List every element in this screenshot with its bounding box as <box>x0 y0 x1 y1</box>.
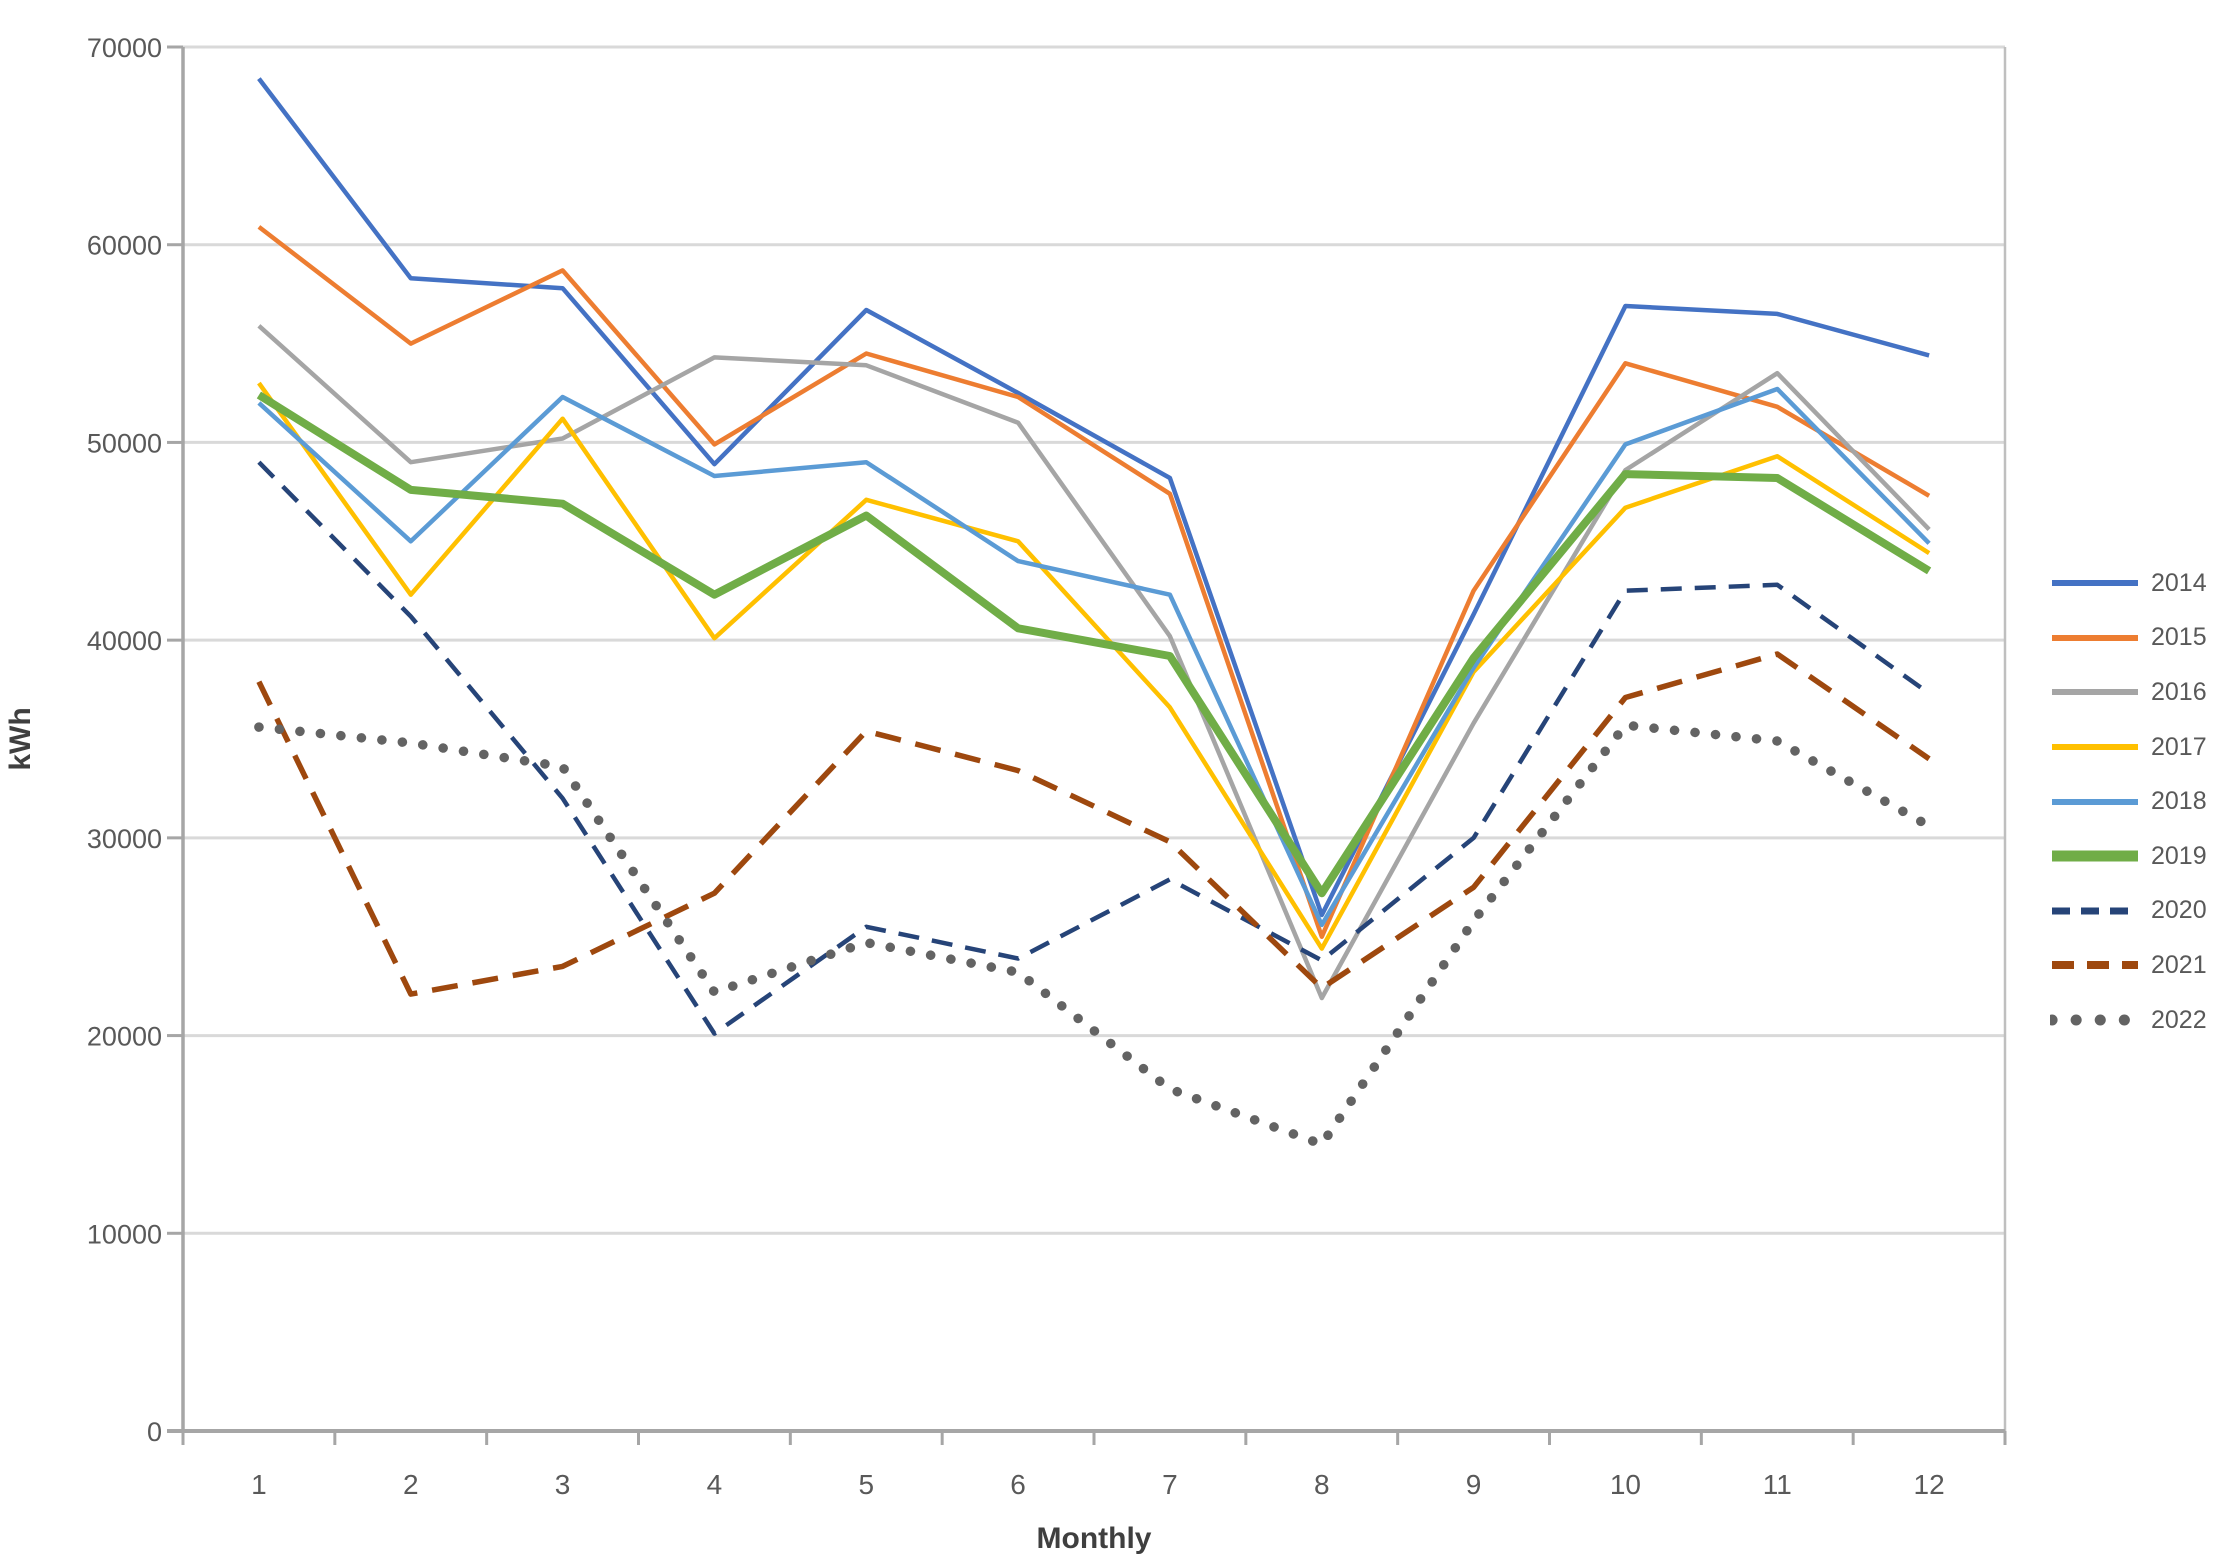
legend-label: 2020 <box>2151 896 2207 925</box>
x-axis-title: Monthly <box>1037 1522 1152 1555</box>
y-tick-label-70000: 70000 <box>87 33 162 63</box>
y-tick-label-30000: 30000 <box>87 824 162 854</box>
x-tick-label-2: 2 <box>403 1469 419 1500</box>
legend-swatch-2017 <box>2052 744 2138 751</box>
gridlines <box>183 45 2005 1235</box>
x-tick-label-7: 7 <box>1162 1469 1178 1500</box>
y-tick-label-20000: 20000 <box>87 1022 162 1052</box>
x-tick-label-5: 5 <box>858 1469 874 1500</box>
x-tick-label-12: 12 <box>1914 1469 1945 1500</box>
legend-label: 2018 <box>2151 787 2207 816</box>
legend-swatch-2021 <box>2052 961 2138 970</box>
series-line-2017 <box>257 381 1931 951</box>
series-line-2019 <box>256 391 1932 898</box>
x-tick-label-11: 11 <box>1763 1469 1792 1500</box>
x-tick-label-9: 9 <box>1466 1469 1482 1500</box>
legend-swatch-2022 <box>2050 1014 2140 1026</box>
x-tick-label-3: 3 <box>555 1469 571 1500</box>
y-tick-label-50000: 50000 <box>87 428 162 458</box>
legend-label: 2022 <box>2151 1005 2207 1034</box>
legend-item-2014: 2014 <box>2050 556 2207 611</box>
legend-item-2020: 2020 <box>2050 884 2207 939</box>
y-axis-title: kWh <box>4 707 37 770</box>
x-tick-label-6: 6 <box>1010 1469 1026 1500</box>
x-tick-label-10: 10 <box>1610 1469 1641 1500</box>
legend-label: 2016 <box>2151 677 2207 706</box>
y-tick-label-10000: 10000 <box>87 1219 162 1249</box>
series-line-2020 <box>257 460 1931 1036</box>
legend-swatch-2014 <box>2052 580 2138 587</box>
legend: 2014 2015 2016 2017 2018 2019 2020 2021 2022 <box>2050 556 2207 1047</box>
series-line-2016 <box>257 324 1931 1001</box>
series-line-2022 <box>254 720 1934 1150</box>
series-line-2014 <box>257 77 1930 918</box>
legend-item-2016: 2016 <box>2050 665 2207 720</box>
legend-label: 2021 <box>2151 950 2207 979</box>
legend-swatch-2016 <box>2052 689 2138 696</box>
x-tick-label-8: 8 <box>1314 1469 1330 1500</box>
legend-swatch-2019 <box>2052 850 2138 862</box>
legend-label: 2015 <box>2151 623 2207 652</box>
legend-swatch-2015 <box>2052 634 2138 641</box>
legend-item-2015: 2015 <box>2050 611 2207 666</box>
series-line-2021 <box>256 651 1931 997</box>
legend-label: 2019 <box>2151 841 2207 870</box>
y-tick-label-0: 0 <box>147 1417 162 1447</box>
legend-item-2019: 2019 <box>2050 829 2207 884</box>
legend-label: 2014 <box>2151 568 2207 597</box>
legend-item-2018: 2018 <box>2050 774 2207 829</box>
y-tick-label-60000: 60000 <box>87 231 162 261</box>
series-line-2015 <box>257 225 1931 939</box>
data-series <box>254 77 1934 1150</box>
x-tick-label-1: 1 <box>251 1469 267 1500</box>
legend-label: 2017 <box>2151 732 2207 761</box>
x-tick-label-4: 4 <box>707 1469 723 1500</box>
legend-item-2021: 2021 <box>2050 938 2207 993</box>
axes <box>167 45 2007 1445</box>
legend-swatch-2020 <box>2052 907 2138 915</box>
y-tick-label-40000: 40000 <box>87 626 162 656</box>
legend-item-2017: 2017 <box>2050 720 2207 775</box>
legend-item-2022: 2022 <box>2050 993 2207 1048</box>
legend-swatch-2018 <box>2052 798 2138 805</box>
series-line-2018 <box>257 386 1931 928</box>
